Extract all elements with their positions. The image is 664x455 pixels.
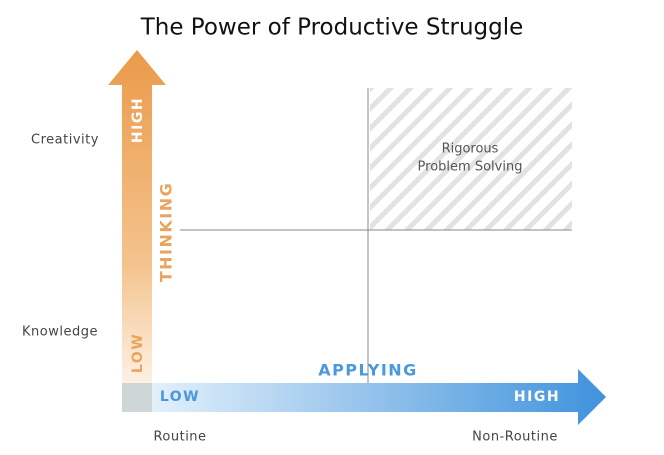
horizontal-high: HIGH bbox=[514, 389, 560, 405]
level-label: Knowledge bbox=[22, 325, 98, 340]
level-label: Creativity bbox=[31, 133, 99, 148]
level-label: Routine bbox=[153, 430, 206, 445]
vertical-axis-label: THINKING bbox=[157, 182, 176, 283]
title: The Power of Productive Struggle bbox=[140, 15, 524, 41]
level-label: Non-Routine bbox=[472, 430, 558, 445]
origin-square bbox=[122, 383, 152, 412]
horizontal-low: LOW bbox=[160, 389, 200, 405]
quadrant-label: Rigorous bbox=[442, 142, 499, 157]
vertical-low: LOW bbox=[130, 333, 146, 373]
vertical-arrow bbox=[108, 50, 166, 383]
quadrant-hatch bbox=[370, 88, 572, 230]
quadrant-label: Problem Solving bbox=[418, 160, 523, 175]
vertical-high: HIGH bbox=[130, 97, 146, 143]
horizontal-arrow bbox=[152, 369, 606, 425]
horizontal-axis-label: APPLYING bbox=[318, 361, 418, 380]
